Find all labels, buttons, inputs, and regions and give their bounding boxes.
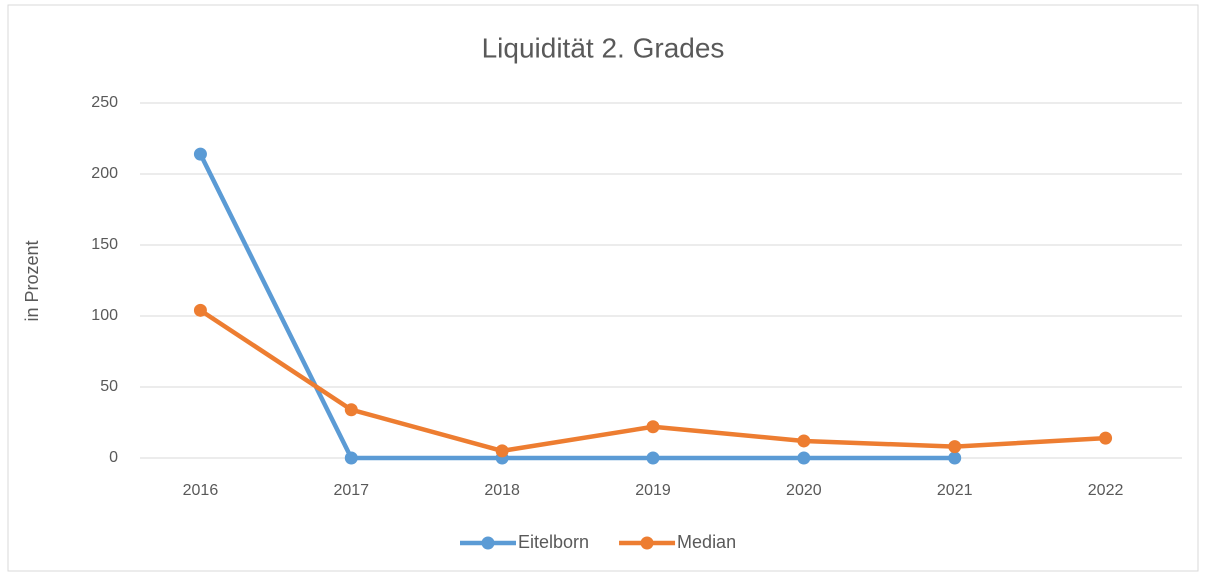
series-line — [198, 153, 955, 461]
x-tick-label: 2022 — [1088, 482, 1124, 499]
y-tick-label: 250 — [91, 94, 118, 111]
data-point — [344, 403, 358, 417]
y-tick-label: 50 — [100, 378, 118, 395]
data-point — [646, 451, 660, 465]
data-point — [193, 147, 207, 161]
y-tick-label: 0 — [109, 449, 118, 466]
y-tick-label: 150 — [91, 236, 118, 253]
data-point — [495, 444, 509, 458]
x-tick-label: 2016 — [183, 482, 219, 499]
legend-label: Eitelborn — [518, 532, 589, 552]
y-tick-label: 200 — [91, 165, 118, 182]
data-point — [797, 451, 811, 465]
data-point — [193, 303, 207, 317]
data-point — [344, 451, 358, 465]
x-tick-label: 2021 — [937, 482, 973, 499]
y-axis-title: in Prozent — [22, 240, 42, 321]
legend-label: Median — [677, 532, 736, 552]
data-point — [948, 451, 962, 465]
legend-marker — [640, 536, 654, 550]
legend-marker — [481, 536, 495, 550]
chart-border — [7, 4, 1199, 572]
x-tick-label: 2017 — [333, 482, 369, 499]
x-tick-label: 2019 — [635, 482, 671, 499]
data-point — [646, 420, 660, 434]
chart-title: Liquidität 2. Grades — [482, 32, 725, 63]
x-tick-label: 2018 — [484, 482, 520, 499]
data-point — [797, 434, 811, 448]
data-point — [1099, 431, 1113, 445]
y-tick-label: 100 — [91, 307, 118, 324]
x-tick-label: 2020 — [786, 482, 822, 499]
data-point — [948, 440, 962, 454]
